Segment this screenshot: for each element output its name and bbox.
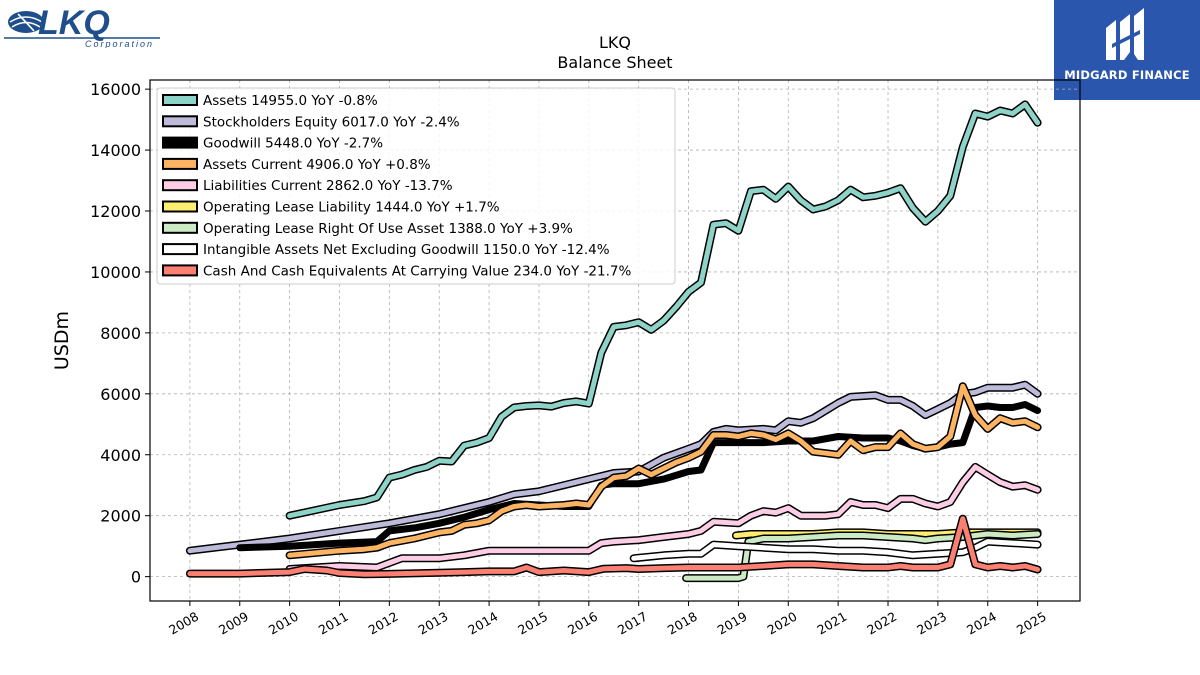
x-tick-label: 2011 <box>316 609 351 638</box>
series-line <box>187 382 1041 554</box>
legend-swatch <box>162 157 198 170</box>
series-line <box>631 539 1041 561</box>
series-line <box>287 383 1041 558</box>
legend-label: Assets 14955.0 YoY -0.8% <box>203 93 378 109</box>
logo-subtext: Corporation <box>85 39 154 48</box>
y-axis: 0 2000 4000 6000 8000 10000 12000 14000 16000 <box>90 80 150 587</box>
x-tick-label: 2021 <box>814 609 849 638</box>
logo-text: LKQ <box>38 4 110 42</box>
series-line <box>287 464 1041 572</box>
series-3 <box>236 401 1042 552</box>
legend-label: Cash And Cash Equivalents At Carrying Va… <box>203 263 631 279</box>
y-tick-label: 4000 <box>100 446 141 465</box>
y-tick-label: 14000 <box>90 141 141 160</box>
series-outline <box>185 380 1042 555</box>
x-tick-label: 2023 <box>914 609 949 638</box>
x-tick-label: 2019 <box>715 609 750 638</box>
series-line <box>236 401 1042 552</box>
y-tick-label: 8000 <box>100 324 141 343</box>
legend-swatch <box>162 94 198 106</box>
x-tick-label: 2018 <box>665 609 700 638</box>
midgard-finance-badge: MIDGARD FINANCE <box>1054 0 1200 100</box>
y-tick-label: 12000 <box>90 202 141 221</box>
x-tick-label: 2014 <box>465 609 500 638</box>
x-tick-label: 2010 <box>266 609 301 638</box>
chart-title: LKQ <box>599 33 631 52</box>
y-tick-label: 6000 <box>100 385 141 404</box>
series-line <box>287 101 1041 519</box>
series-9 <box>185 514 1042 579</box>
legend-swatch <box>162 179 198 192</box>
midgard-mark-icon <box>1106 8 1144 60</box>
legend-swatch <box>162 136 198 149</box>
x-tick-label: 2020 <box>765 609 800 638</box>
plot-frame <box>149 79 1081 602</box>
legend-swatch <box>162 243 198 256</box>
series-4 <box>285 382 1042 560</box>
x-axis: 2008 2009 2010 2011 2012 2013 2014 2015 2016 2017… <box>166 601 1049 638</box>
legend-swatch <box>162 115 198 128</box>
x-tick-label: 2012 <box>366 609 401 638</box>
legend-swatch <box>162 264 198 277</box>
y-tick-label: 2000 <box>100 507 141 526</box>
series-1 <box>285 100 1042 520</box>
legend: Assets 14955.0 YoY -0.8% Stockholders Equ… <box>156 87 676 285</box>
legend-label: Liabilities Current 2862.0 YoY -13.7% <box>203 178 453 194</box>
x-tick-label: 2022 <box>864 609 899 638</box>
legend-label: Assets Current 4906.0 YoY +0.8% <box>203 157 431 173</box>
legend-swatch <box>162 221 198 234</box>
x-tick-label: 2017 <box>615 609 650 638</box>
legend-label: Goodwill 5448.0 YoY -2.7% <box>203 136 383 152</box>
series-line <box>187 516 1041 577</box>
x-tick-label: 2024 <box>964 609 999 638</box>
x-tick-label: 2008 <box>166 609 201 638</box>
chart-subtitle: Balance Sheet <box>557 53 672 72</box>
legend-label: Operating Lease Liability 1444.0 YoY +1.… <box>203 200 500 216</box>
series-layer <box>185 100 1042 583</box>
series-8 <box>629 537 1042 563</box>
y-tick-label: 10000 <box>90 263 141 282</box>
legend-label: Operating Lease Right Of Use Asset 1388.… <box>203 221 573 237</box>
legend-swatch <box>162 200 198 213</box>
x-tick-label: 2013 <box>415 609 450 638</box>
x-tick-label: 2015 <box>515 609 550 638</box>
series-5 <box>285 462 1042 573</box>
x-tick-label: 2016 <box>565 609 600 638</box>
y-tick-label: 0 <box>131 568 141 587</box>
x-tick-label: 2025 <box>1014 609 1049 638</box>
y-axis-label: USDm <box>51 311 73 370</box>
y-tick-label: 16000 <box>90 80 141 99</box>
legend-box <box>156 87 676 285</box>
legend-label: Intangible Assets Net Excluding Goodwill… <box>203 242 610 258</box>
legend-label: Stockholders Equity 6017.0 YoY -2.4% <box>203 114 460 130</box>
x-tick-label: 2009 <box>216 609 251 638</box>
lkq-logo: LKQ Corporation <box>4 4 160 48</box>
series-2 <box>185 380 1042 555</box>
brand-name: MIDGARD FINANCE <box>1064 68 1190 82</box>
